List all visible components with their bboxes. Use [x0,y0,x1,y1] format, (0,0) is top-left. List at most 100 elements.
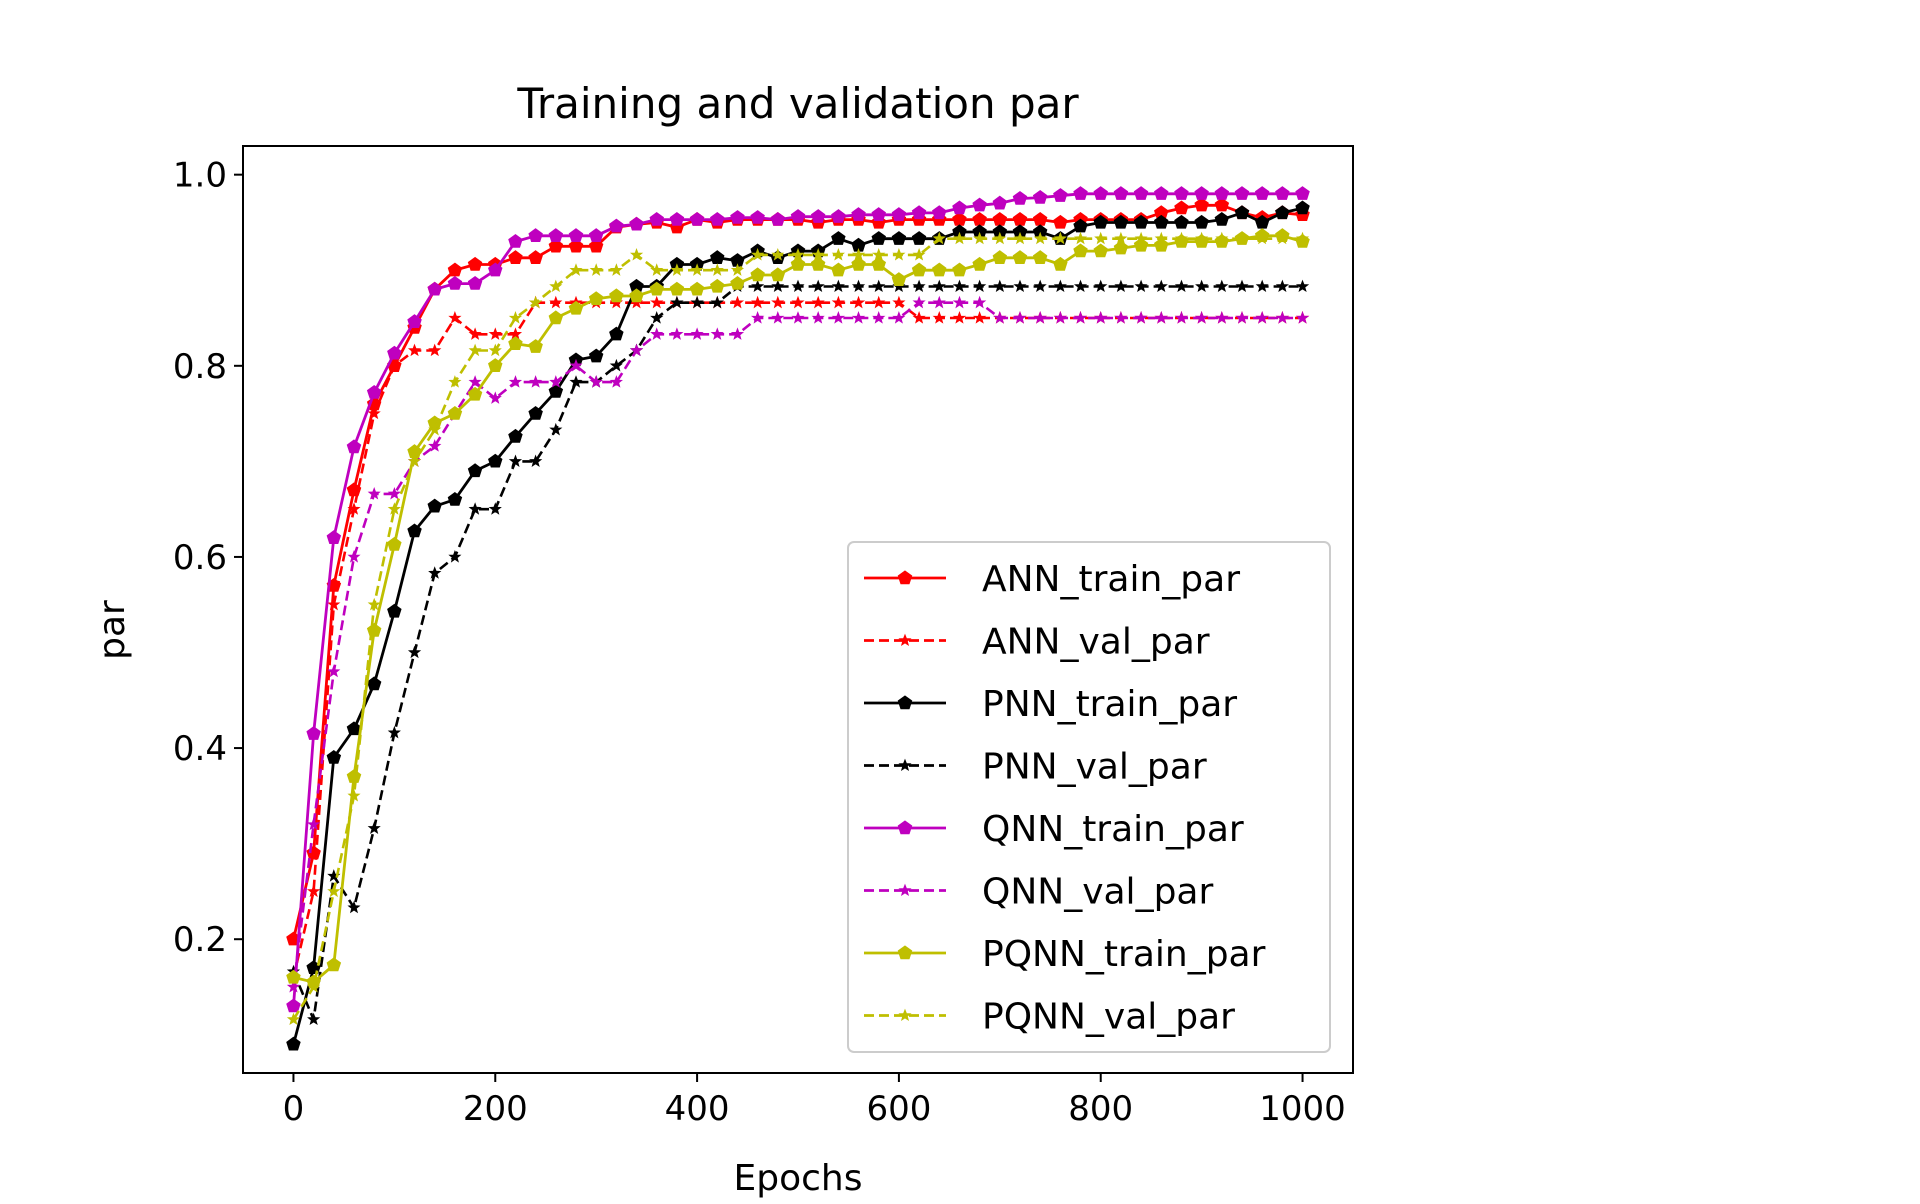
data-point [831,247,845,261]
data-point [528,339,543,353]
legend-marker [897,820,913,835]
data-point [1093,214,1108,229]
data-point [1013,231,1027,245]
data-point [467,275,483,290]
data-point [650,295,664,309]
data-point [1113,186,1129,200]
data-point [1053,214,1068,229]
data-point [790,256,806,271]
data-point [770,211,786,226]
data-point [549,422,563,436]
data-point [508,336,523,350]
data-point [467,256,483,271]
data-point [367,597,381,611]
data-point [1032,189,1048,204]
data-point [751,311,765,324]
data-point [528,228,543,242]
legend-marker [897,695,913,710]
data-point [891,272,907,286]
data-point [1275,205,1290,220]
data-point [1295,200,1310,215]
data-point [407,343,422,357]
data-point [851,256,866,271]
legend-marker [898,633,912,647]
x-tick-label: 0 [283,1089,305,1129]
data-point [992,250,1008,264]
data-point [932,311,946,324]
series-line [292,237,1303,1021]
data-point [286,1036,301,1051]
data-point [588,348,604,363]
data-point [791,247,805,261]
data-point [548,238,564,253]
data-point [1195,279,1209,293]
data-point [791,311,805,324]
data-point [467,463,483,478]
data-point [366,384,382,399]
data-point [1012,190,1028,205]
data-point [1194,214,1209,229]
data-point [771,247,785,261]
data-point [326,749,342,764]
data-point [347,502,361,515]
data-point [1255,279,1269,293]
series-line [292,301,1303,988]
x-tick-label: 1000 [1259,1089,1346,1129]
legend-label: PNN_train_par [982,684,1237,725]
data-point [730,210,745,224]
data-point [810,256,826,271]
legend-entry: PQNN_train_par [864,934,1266,975]
data-point [1295,186,1310,200]
legend-label: ANN_train_par [982,559,1240,600]
data-point [1235,279,1249,293]
data-point [851,311,866,324]
data-point [1214,211,1230,226]
data-point [468,375,482,388]
data-point [710,295,724,309]
y-tick-label: 0.6 [173,538,227,578]
legend-entry: ANN_val_par [864,622,1210,663]
data-point [488,391,502,404]
data-point [569,358,583,372]
data-point [346,769,362,783]
data-point [589,263,603,276]
data-point [751,279,765,293]
data-point [367,406,381,420]
data-point [1215,311,1229,324]
x-tick-label: 600 [866,1089,931,1129]
data-point [791,295,805,309]
data-point [306,726,321,740]
data-point [407,314,422,328]
data-point [427,281,442,296]
series-QNN_val_par [286,295,1310,993]
data-point [609,375,623,388]
data-point [932,295,946,309]
data-point [508,233,523,248]
data-point [508,375,523,388]
data-point [770,267,786,282]
data-point [892,247,906,261]
data-point [609,358,623,372]
data-point [851,207,866,221]
data-point [1215,231,1229,245]
data-point [912,311,926,324]
data-point [993,231,1007,245]
data-point [811,311,825,324]
data-point [1174,214,1189,229]
data-point [1174,279,1189,293]
data-point [891,231,907,245]
data-point [1053,188,1068,202]
chart-title: Training and validation par [516,79,1079,128]
data-point [771,279,785,293]
data-point [810,209,826,223]
data-point [307,980,321,993]
data-point [1174,186,1189,200]
data-point [468,327,482,340]
data-point [447,491,463,506]
data-point [952,262,967,277]
y-tick-label: 0.8 [173,347,227,387]
data-point [1154,214,1169,229]
data-point [1114,231,1128,245]
data-point [428,566,442,579]
data-point [992,211,1008,226]
